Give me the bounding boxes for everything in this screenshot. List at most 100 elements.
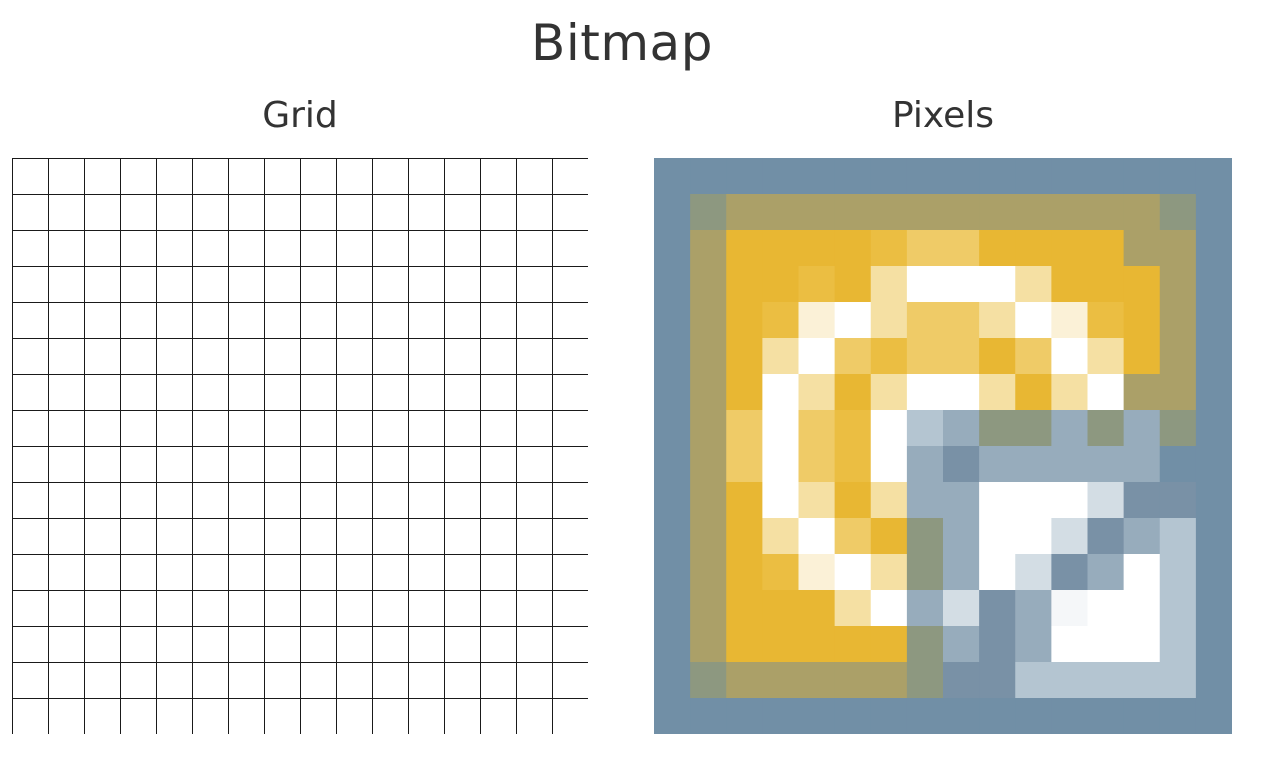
grid-cell	[48, 194, 85, 231]
grid-cell	[480, 158, 517, 195]
grid-cell	[48, 230, 85, 267]
pixel	[1159, 194, 1197, 231]
pixel	[1195, 374, 1232, 411]
grid-cell	[48, 554, 85, 591]
grid-cell	[264, 194, 301, 231]
pixel	[690, 518, 727, 555]
grid-cell	[12, 302, 49, 339]
grid-cell	[444, 230, 481, 267]
grid-cell	[192, 554, 229, 591]
grid-cell	[444, 266, 481, 303]
grid-cell	[300, 230, 337, 267]
pixel	[1123, 518, 1161, 555]
grid-cell	[84, 698, 121, 734]
pixel	[870, 662, 908, 699]
grid-cell	[408, 410, 445, 447]
pixel	[690, 698, 727, 734]
grid-cell	[192, 266, 229, 303]
pixel	[726, 230, 763, 267]
pixel	[654, 266, 691, 303]
grid-cell	[300, 374, 337, 411]
pixel	[762, 518, 800, 555]
pixel	[834, 698, 872, 734]
grid-cell	[480, 446, 517, 483]
pixel	[1159, 590, 1197, 627]
grid-cell	[336, 698, 373, 734]
pixel	[906, 374, 944, 411]
grid-cell	[372, 230, 409, 267]
pixel	[798, 338, 836, 375]
grid-cell	[516, 518, 553, 555]
pixel	[726, 626, 763, 663]
pixel	[726, 518, 763, 555]
pixel	[943, 374, 980, 411]
pixel	[834, 554, 872, 591]
grid-cell	[444, 698, 481, 734]
grid-cell	[336, 374, 373, 411]
pixel	[1015, 266, 1052, 303]
pixel	[1087, 446, 1125, 483]
grid-cell	[48, 626, 85, 663]
pixel	[762, 482, 800, 519]
grid-cell	[264, 446, 301, 483]
page-title: Bitmap	[531, 14, 713, 72]
pixel	[1159, 698, 1197, 734]
grid-cell	[444, 662, 481, 699]
grid-cell	[264, 662, 301, 699]
pixel	[1159, 230, 1197, 267]
grid-cell	[408, 158, 445, 195]
grid-cell	[372, 590, 409, 627]
grid-cell	[408, 554, 445, 591]
grid-cell	[264, 554, 301, 591]
grid-cell	[120, 374, 157, 411]
grid-cell	[228, 662, 265, 699]
grid-cell	[48, 518, 85, 555]
pixel	[870, 482, 908, 519]
grid-cell	[84, 554, 121, 591]
pixel	[690, 266, 727, 303]
grid-cell	[84, 302, 121, 339]
grid-cell	[300, 338, 337, 375]
pixel	[1051, 554, 1089, 591]
pixel	[726, 194, 763, 231]
grid-cell	[552, 554, 588, 591]
pixel	[870, 590, 908, 627]
pixel	[690, 302, 727, 339]
grid-cell	[300, 482, 337, 519]
grid-cell	[48, 446, 85, 483]
pixel	[943, 626, 980, 663]
grid-cell	[156, 590, 193, 627]
pixel	[1051, 302, 1089, 339]
grid-cell	[552, 194, 588, 231]
pixel	[1051, 446, 1089, 483]
pixel	[690, 626, 727, 663]
grid-cell	[300, 194, 337, 231]
grid-cell	[480, 698, 517, 734]
pixel	[1015, 302, 1052, 339]
grid-cell	[84, 266, 121, 303]
pixel	[943, 482, 980, 519]
grid-cell	[84, 194, 121, 231]
grid-cell	[552, 698, 588, 734]
grid-cell	[552, 158, 588, 195]
pixel	[979, 158, 1016, 195]
pixel	[762, 590, 800, 627]
grid-cell	[444, 374, 481, 411]
pixel	[1051, 410, 1089, 447]
grid-cell	[12, 518, 49, 555]
pixel	[834, 302, 872, 339]
pixel	[1087, 410, 1125, 447]
pixel	[834, 590, 872, 627]
pixel	[1087, 158, 1125, 195]
pixel	[1195, 626, 1232, 663]
pixel	[834, 446, 872, 483]
grid-cell	[120, 518, 157, 555]
grid-cell	[84, 338, 121, 375]
pixel	[654, 626, 691, 663]
pixel	[834, 158, 872, 195]
grid-cell	[264, 482, 301, 519]
pixel	[870, 554, 908, 591]
grid-cell	[192, 374, 229, 411]
grid-cell	[408, 482, 445, 519]
pixel	[1159, 482, 1197, 519]
